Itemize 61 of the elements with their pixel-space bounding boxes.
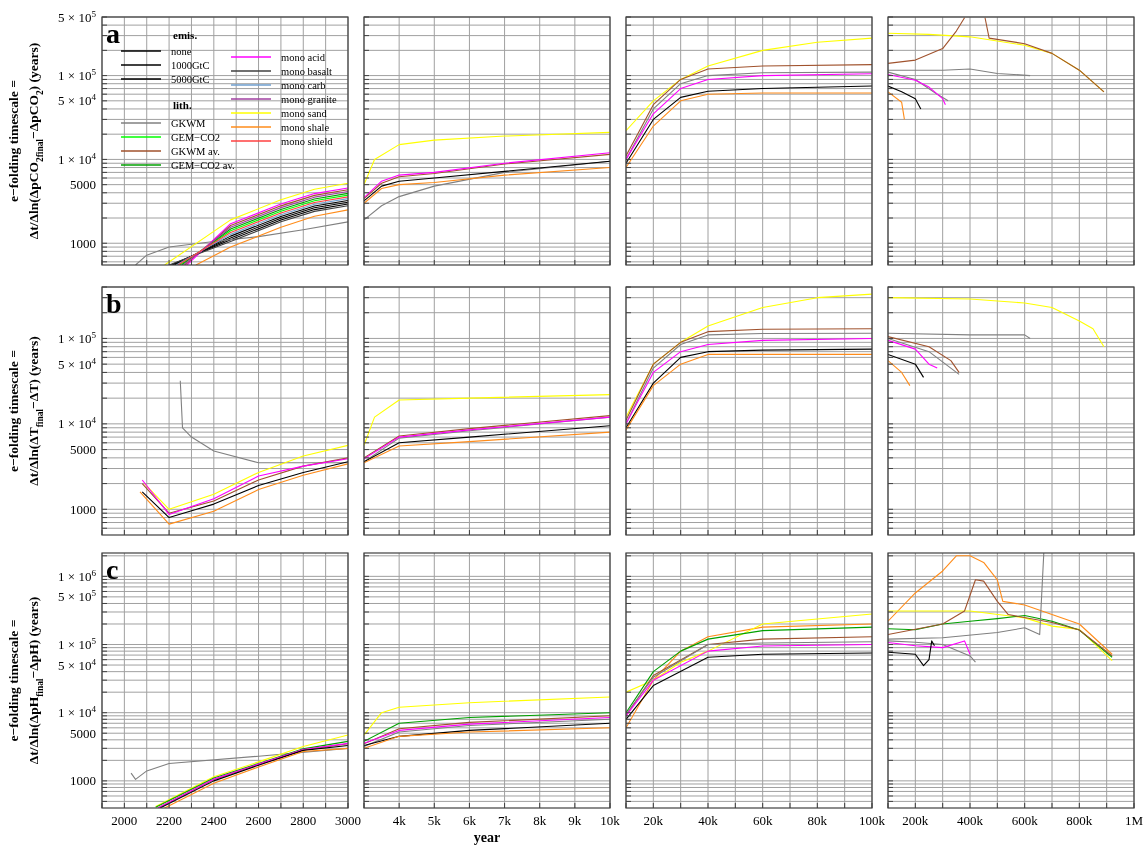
x-tick-label: 8k	[533, 813, 547, 828]
legend-label: mono shield	[281, 136, 334, 147]
legend-title: emis.	[173, 29, 198, 41]
annotation: lith.	[173, 99, 192, 111]
x-tick-label: 600k	[1011, 813, 1039, 828]
x-tick-label: 400k	[957, 813, 984, 828]
x-tick-label: 6k	[462, 813, 477, 828]
y-tick-label: 1 × 10$^{5}$	[58, 329, 97, 346]
x-tick-label: 20k	[643, 813, 664, 828]
y-tick-label: 5 × 10$^{4}$	[58, 355, 97, 372]
legend-label: GKWM	[171, 118, 207, 129]
x-tick-label: 2600	[245, 813, 272, 828]
y-tick-label: 1000	[70, 773, 96, 789]
x-tick-label: 2800	[290, 813, 317, 828]
x-tick-label: 2000	[111, 813, 138, 828]
x-tick-label: 800k	[1066, 813, 1093, 828]
x-tick-label: 60k	[752, 813, 773, 828]
legend-label: GKWM av.	[171, 146, 220, 157]
x-tick-label: 7k	[498, 813, 512, 828]
y-tick-label: 5000	[70, 725, 96, 741]
x-tick-label: 5k	[427, 813, 442, 828]
x-tick-label: 2200	[156, 813, 183, 828]
x-tick-label: 3000	[335, 813, 361, 828]
legend-label: 1000GtC	[171, 60, 210, 71]
annotation: b	[106, 288, 122, 319]
y-tick-label: 1 × 10$^{4}$	[58, 704, 97, 721]
legend-label: mono granite	[281, 94, 338, 105]
y-tick-label: 1000	[70, 235, 96, 251]
x-tick-label: 100k	[859, 813, 886, 828]
legend-label: mono acid	[281, 52, 326, 63]
annotation: a	[106, 18, 120, 49]
legend-label: mono basalt	[281, 66, 333, 77]
y-tick-label: 1 × 10$^{4}$	[58, 150, 97, 167]
y-tick-label: 1 × 10$^{4}$	[58, 415, 97, 432]
x-tick-label: 200k	[902, 813, 929, 828]
x-axis-title: year	[473, 830, 501, 845]
legend-label: GEM−CO2 av.	[171, 160, 235, 171]
legend-label: 5000GtC	[171, 74, 210, 85]
x-tick-label: 9k	[568, 813, 582, 828]
y-tick-label: 5 × 10$^{5}$	[58, 8, 97, 25]
annotation: c	[106, 554, 119, 585]
x-tick-label: 2400	[200, 813, 227, 828]
x-tick-label: 40k	[698, 813, 719, 828]
y-tick-label: 5 × 10$^{5}$	[58, 588, 97, 605]
x-tick-label: 10k	[600, 813, 621, 828]
y-tick-label: 1000	[70, 501, 96, 517]
y-tick-label: 1 × 10$^{5}$	[58, 636, 97, 653]
y-tick-label: 5 × 10$^{4}$	[58, 92, 97, 109]
y-tick-label: 1 × 10$^{5}$	[58, 67, 97, 84]
legend-label: mono carb	[281, 80, 326, 91]
x-tick-label: 80k	[807, 813, 828, 828]
x-tick-label: 1M	[1124, 813, 1144, 828]
legend-label: none	[171, 46, 192, 57]
legend-label: mono sand	[281, 108, 328, 119]
y-tick-label: 5000	[70, 177, 96, 193]
y-tick-label: 1 × 10$^{6}$	[58, 567, 97, 584]
x-tick-label: 4k	[392, 813, 407, 828]
y-tick-label: 5 × 10$^{4}$	[58, 656, 97, 673]
legend-label: GEM−CO2	[171, 132, 221, 143]
legend-label: mono shale	[281, 122, 330, 133]
y-tick-label: 5000	[70, 442, 96, 458]
